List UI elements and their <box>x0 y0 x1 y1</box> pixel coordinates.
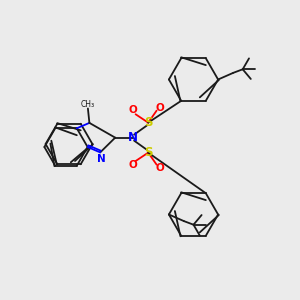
Text: O: O <box>155 103 164 112</box>
Text: N: N <box>128 131 138 144</box>
Text: S: S <box>144 116 152 129</box>
Text: S: S <box>144 146 152 159</box>
Text: O: O <box>155 163 164 172</box>
Text: CH₃: CH₃ <box>81 100 95 109</box>
Text: N: N <box>97 154 106 164</box>
Text: O: O <box>128 105 137 115</box>
Text: O: O <box>128 160 137 170</box>
